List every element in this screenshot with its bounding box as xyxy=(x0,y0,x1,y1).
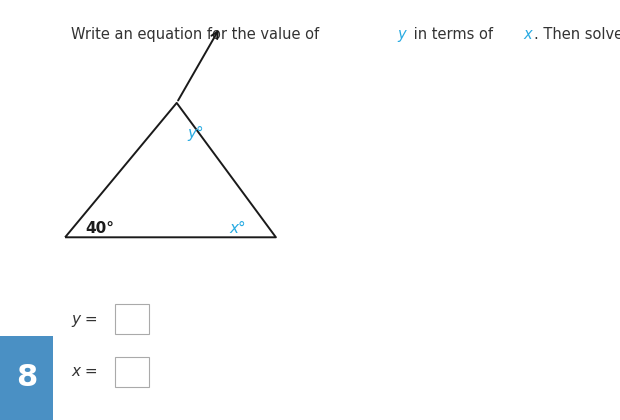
Text: x =: x = xyxy=(71,364,98,379)
Text: . Then solve the equation for: . Then solve the equation for xyxy=(534,27,620,42)
FancyBboxPatch shape xyxy=(0,336,53,420)
Text: y: y xyxy=(397,27,406,42)
Text: x°: x° xyxy=(229,220,246,236)
Text: y =: y = xyxy=(71,312,98,327)
FancyBboxPatch shape xyxy=(115,357,149,387)
Text: 8: 8 xyxy=(16,363,37,393)
Text: y°: y° xyxy=(188,126,205,141)
Text: 40°: 40° xyxy=(85,220,114,236)
FancyBboxPatch shape xyxy=(115,304,149,334)
Text: Write an equation for the value of: Write an equation for the value of xyxy=(71,27,324,42)
Text: in terms of: in terms of xyxy=(409,27,497,42)
Text: x: x xyxy=(523,27,531,42)
